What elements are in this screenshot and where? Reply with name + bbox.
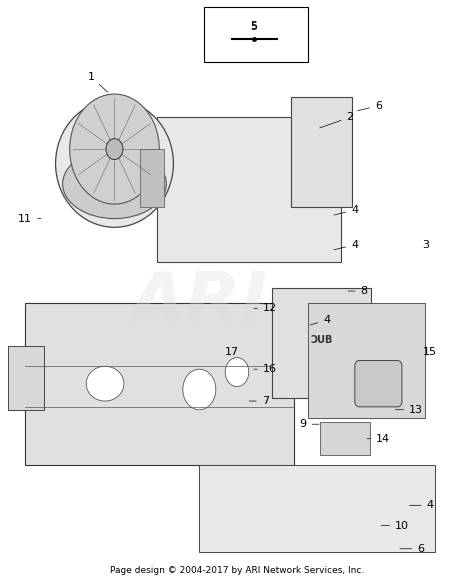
- Text: 14: 14: [367, 434, 390, 443]
- Text: 16: 16: [254, 364, 277, 374]
- Text: 2: 2: [320, 112, 354, 128]
- Polygon shape: [308, 303, 426, 418]
- FancyBboxPatch shape: [140, 149, 164, 207]
- Text: 6: 6: [357, 101, 382, 111]
- Polygon shape: [157, 117, 341, 262]
- FancyBboxPatch shape: [204, 7, 308, 62]
- Text: 12: 12: [254, 303, 277, 313]
- Circle shape: [225, 357, 249, 386]
- FancyBboxPatch shape: [273, 288, 371, 398]
- Text: ARI: ARI: [130, 268, 268, 337]
- Text: 17: 17: [225, 347, 239, 357]
- Text: ƆUB: ƆUB: [310, 335, 333, 345]
- Text: 8: 8: [348, 286, 368, 296]
- Text: 4: 4: [410, 501, 434, 510]
- Ellipse shape: [55, 100, 173, 228]
- Circle shape: [70, 94, 159, 204]
- Text: 4: 4: [310, 315, 330, 325]
- FancyBboxPatch shape: [291, 97, 353, 207]
- Ellipse shape: [63, 149, 166, 219]
- Ellipse shape: [86, 366, 124, 401]
- Text: 13: 13: [395, 404, 423, 415]
- Text: 10: 10: [381, 520, 409, 531]
- Text: 15: 15: [423, 347, 437, 357]
- Text: 4: 4: [334, 240, 358, 250]
- Circle shape: [106, 139, 123, 159]
- FancyBboxPatch shape: [355, 360, 402, 407]
- Polygon shape: [25, 303, 293, 465]
- Text: 3: 3: [422, 240, 429, 250]
- FancyBboxPatch shape: [320, 423, 370, 455]
- Text: 11: 11: [18, 214, 41, 223]
- Text: 7: 7: [249, 396, 269, 406]
- Text: Page design © 2004-2017 by ARI Network Services, Inc.: Page design © 2004-2017 by ARI Network S…: [110, 566, 364, 575]
- Circle shape: [183, 369, 216, 410]
- FancyBboxPatch shape: [9, 346, 44, 410]
- Text: 6: 6: [400, 544, 424, 553]
- Text: 5: 5: [250, 21, 257, 31]
- Text: 5: 5: [250, 23, 257, 33]
- Text: 1: 1: [87, 72, 108, 92]
- Polygon shape: [199, 465, 435, 552]
- Text: 4: 4: [334, 205, 358, 215]
- Text: 9: 9: [300, 419, 319, 429]
